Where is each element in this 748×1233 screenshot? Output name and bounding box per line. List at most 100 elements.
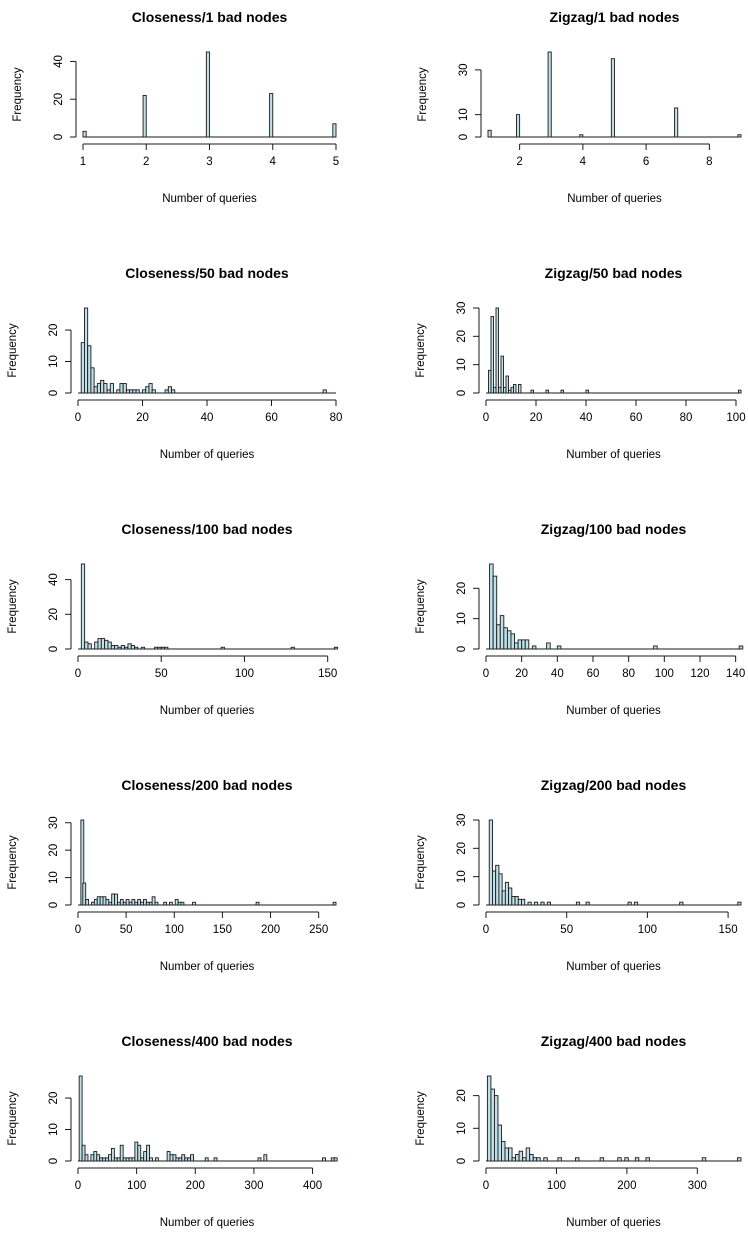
histogram-bar (106, 389, 111, 394)
histogram-bar (556, 645, 562, 650)
x-tick-label: 300 (244, 1180, 263, 1192)
y-tick-label: 20 (456, 1089, 468, 1102)
y-axis-label: Frequency (7, 835, 19, 890)
x-axis-label: Number of queries (160, 1217, 255, 1229)
x-tick-label: 60 (265, 412, 278, 424)
histogram-bar (487, 129, 492, 138)
histogram-bar (100, 638, 106, 650)
histogram-bar (137, 1144, 142, 1162)
x-tick-label: 100 (638, 924, 657, 936)
histogram-bar (486, 1075, 492, 1162)
histogram-bar (171, 389, 176, 394)
x-tick-label: 0 (75, 924, 81, 936)
x-tick-label: 4 (270, 156, 277, 168)
histogram-bar (82, 882, 87, 906)
x-axis-label: Number of queries (162, 193, 257, 205)
histogram-bar (96, 383, 102, 394)
histogram-bar (489, 563, 494, 650)
histogram-bar (90, 367, 95, 394)
histogram-bar (151, 896, 156, 906)
histogram-bar (142, 94, 147, 138)
histogram-bar (497, 1124, 502, 1162)
histogram-bar (653, 645, 658, 650)
histogram-bar (146, 1144, 150, 1162)
histogram-bar (490, 316, 494, 394)
y-tick-label: 40 (48, 573, 60, 586)
histogram-bar (495, 864, 500, 906)
histogram-bar (94, 641, 99, 650)
histogram-bar (213, 1157, 218, 1162)
histogram-bar (738, 389, 742, 394)
x-axis-label: Number of queries (160, 705, 255, 717)
histogram-bar (220, 646, 225, 650)
y-tick-label: 10 (48, 355, 60, 368)
x-axis-label: Number of queries (160, 449, 255, 461)
y-tick-label: 20 (48, 608, 60, 621)
histogram-bar (80, 819, 85, 906)
chart-title: Closeness/200 bad nodes (121, 777, 292, 793)
x-tick-label: 0 (483, 1180, 489, 1192)
histogram-bar (543, 1157, 548, 1162)
histogram-bar (738, 645, 744, 650)
histogram-bar (701, 1157, 707, 1162)
x-tick-label: 20 (530, 412, 543, 424)
y-tick-label: 40 (53, 55, 65, 68)
x-tick-label: 100 (235, 668, 254, 680)
histogram-bar (117, 646, 122, 650)
histogram-bar (205, 51, 210, 138)
x-tick-label: 140 (726, 668, 745, 680)
histogram-bar (504, 881, 510, 906)
histogram-bar (575, 1157, 580, 1162)
histogram-bar (164, 389, 169, 394)
histogram-bar (522, 1157, 527, 1162)
histogram-bar (533, 901, 539, 906)
x-tick-label: 80 (330, 412, 343, 424)
x-tick-label: 60 (587, 668, 600, 680)
chart-title: Zigzag/100 bad nodes (541, 521, 687, 537)
y-tick-label: 20 (53, 93, 65, 106)
histogram-bar (116, 389, 121, 394)
histogram-bar (97, 638, 102, 650)
histogram-bar (503, 627, 508, 650)
histogram-bar (125, 389, 131, 394)
histogram-bar (169, 901, 173, 906)
y-tick-label: 0 (48, 902, 60, 908)
histogram-bar (546, 901, 552, 906)
histogram-bar (627, 901, 632, 906)
histogram-bar (114, 893, 118, 906)
histogram-bar (255, 901, 260, 906)
histogram-bar (333, 646, 339, 650)
histogram-bar (167, 386, 172, 394)
histogram-bar (500, 355, 504, 394)
histogram-bar (154, 1157, 159, 1162)
histogram-bar (130, 645, 136, 650)
histogram-bar (132, 389, 137, 394)
x-tick-label: 100 (165, 924, 184, 936)
chart-title: Closeness/50 bad nodes (125, 265, 289, 281)
histogram-bar (140, 646, 146, 650)
histogram-bar (737, 134, 742, 138)
y-tick-label: 0 (458, 134, 470, 140)
x-tick-label: 250 (309, 924, 328, 936)
x-axis-label: Number of queries (566, 961, 661, 973)
y-tick-label: 20 (48, 844, 60, 857)
histogram-bar (518, 1150, 524, 1162)
histogram-bar (540, 901, 545, 906)
x-tick-label: 40 (201, 412, 214, 424)
histogram-bar (532, 1157, 538, 1162)
chart-title: Zigzag/200 bad nodes (541, 777, 687, 793)
histogram-bar (82, 130, 87, 138)
x-tick-label: 200 (261, 924, 280, 936)
x-tick-label: 20 (136, 412, 149, 424)
histogram-bar (531, 645, 537, 650)
y-tick-label: 10 (48, 1123, 60, 1136)
x-tick-label: 2 (516, 156, 522, 168)
chart-title: Closeness/100 bad nodes (121, 521, 292, 537)
chart-title: Zigzag/1 bad nodes (550, 9, 680, 25)
histogram-bar (516, 114, 521, 138)
histogram-bar (517, 639, 523, 650)
y-tick-label: 0 (53, 134, 65, 140)
histogram-bar (496, 624, 501, 650)
histogram-bar (599, 1157, 605, 1162)
